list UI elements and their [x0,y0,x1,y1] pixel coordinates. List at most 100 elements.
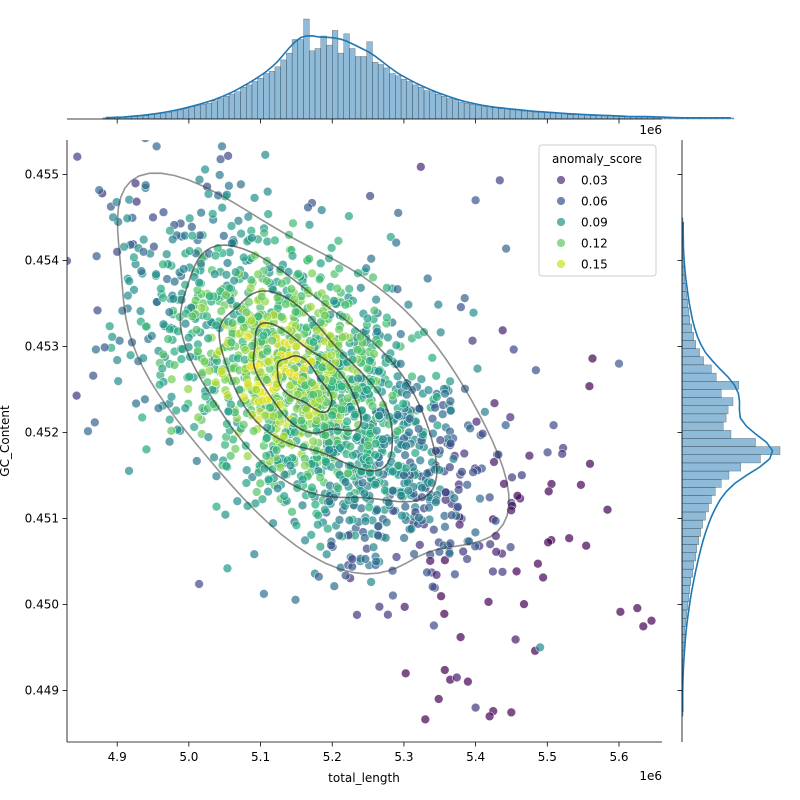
y-tick-label: 0.450 [25,598,59,612]
scatter-point [168,294,179,304]
scatter-point [374,410,384,421]
right-histogram-bar [681,462,741,472]
scatter-point [113,376,123,386]
x-tick-label: 5.4 [466,750,485,764]
scatter-point [125,350,136,360]
y-axis-ticks: 0.449 0.450 0.451 0.452 0.453 0.454 0.455 [25,168,67,698]
scatter-point [317,205,327,215]
scatter-point [448,454,459,464]
scatter-point [265,403,275,413]
scatter-point [136,266,147,276]
scatter-point [381,517,392,528]
scatter-point [531,365,541,375]
scatter-point [27,237,36,246]
scatter-point [219,231,229,241]
scatter-point [505,412,515,422]
scatter-point [307,378,317,388]
scatter-point [267,335,277,346]
scatter-point [124,466,134,476]
scatter-point [322,549,332,559]
x-offset-label-bottom: 1e6 [639,769,662,783]
scatter-point [430,403,440,413]
scatter-point [247,472,258,482]
scatter-point [216,366,227,376]
scatter-point [388,466,398,477]
scatter-point [307,482,317,493]
scatter-point [341,570,351,581]
scatter-point [123,290,133,301]
scatter-point [231,267,241,277]
kde-contour-line [179,244,438,503]
scatter-point [187,222,197,232]
x-tick-label: 5.1 [251,750,270,764]
scatter-point [211,501,222,512]
scatter-point [343,468,353,479]
scatter-point [483,597,494,607]
scatter-point [91,251,102,261]
right-histogram-bar [681,609,688,619]
kde-contour-line [218,290,394,472]
scatter-point [189,422,199,432]
scatter-point [371,556,381,567]
top-histogram-bar [538,111,545,120]
right-histogram-bar [681,291,688,300]
scatter-point [135,306,146,316]
scatter-point [360,516,371,526]
scatter-point [509,344,519,355]
top-histogram-bar [274,66,281,120]
scatter-point [365,467,375,478]
scatter-point [374,366,384,377]
scatter-point [380,485,390,496]
scatter-point [215,170,225,180]
scatter-point [131,398,141,409]
top-histogram-bar [355,56,362,120]
scatter-point [581,540,591,551]
scatter-point [362,363,373,374]
scatter-point [247,350,258,361]
scatter-point [446,406,456,416]
scatter-point [333,483,343,493]
scatter-point [638,621,648,631]
right-histogram-bar [681,585,691,594]
scatter-point [293,269,303,279]
scatter-point [290,595,301,605]
scatter-point [445,396,456,406]
scatter-point [350,409,360,420]
scatter-point [329,296,339,306]
scatter-point [279,469,290,480]
scatter-point [388,485,398,496]
scatter-point [104,321,115,331]
scatter-point [429,524,439,535]
scatter-point [316,258,326,268]
scatter-point [184,372,194,382]
scatter-point [243,379,253,389]
top-histogram-bar [572,114,580,120]
scatter-point [400,501,410,512]
top-histogram-bar [228,93,235,120]
right-histogram-bar [681,560,695,570]
right-histogram-bar [681,544,697,553]
scatter-point [306,530,316,540]
top-histogram-bar [458,101,465,120]
scatter-point [291,520,302,530]
scatter-point [92,305,103,316]
scatter-point [431,570,442,580]
scatter-point [199,356,210,367]
scatter-point [122,213,133,224]
scatter-point [83,426,93,436]
scatter-point [614,358,624,369]
scatter-point [239,252,249,263]
scatter-point [352,432,362,442]
scatter-point [27,15,36,24]
scatter-point [303,202,313,213]
scatter-point [307,268,317,279]
scatter-point [462,480,472,490]
scatter-point [489,398,500,408]
scatter-point [263,486,273,497]
x-tick-label: 5.2 [323,750,342,764]
scatter-point [308,436,318,446]
top-histogram-bar [349,48,356,120]
scatter-point [515,785,524,794]
right-histogram-bar [681,299,689,308]
scatter-point [393,460,404,471]
